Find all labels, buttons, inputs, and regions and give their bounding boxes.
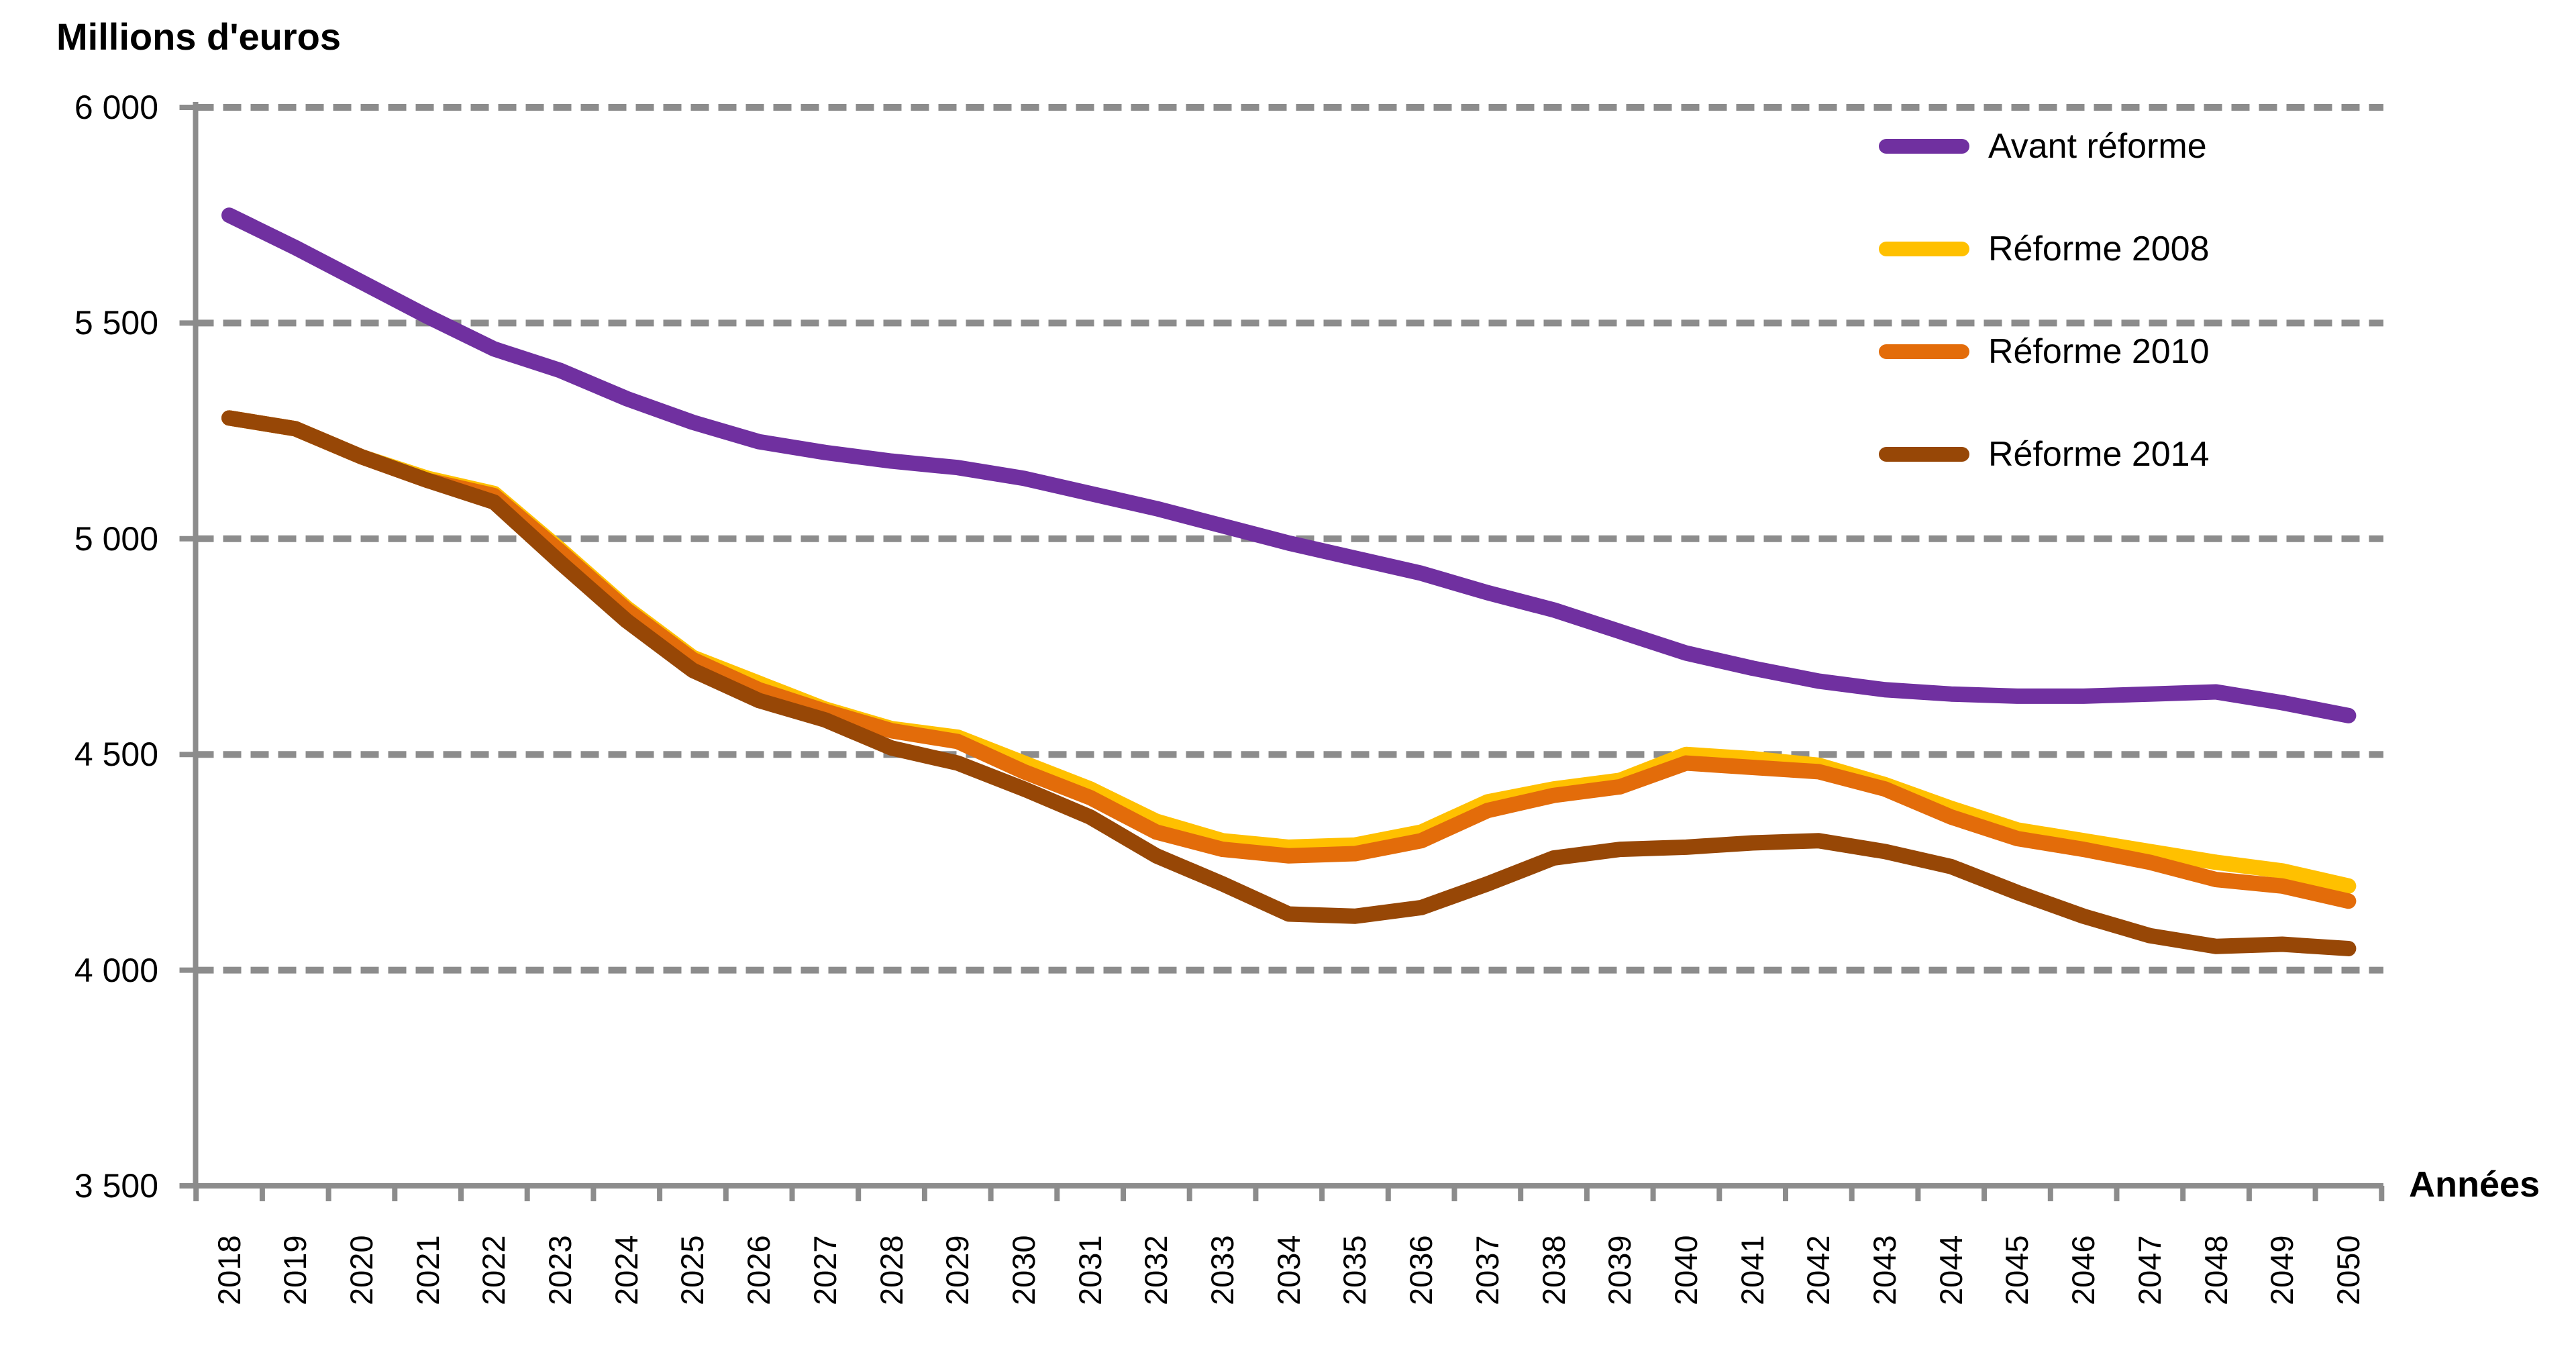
x-axis-label-2026: 2026 — [741, 1235, 777, 1305]
x-axis-label-2043: 2043 — [1867, 1235, 1902, 1305]
series-line-2-r-forme-2010 — [221, 410, 2357, 909]
y-axis-label-6000: 6 000 — [74, 89, 158, 126]
x-axis-label-2028: 2028 — [873, 1235, 909, 1305]
legend-item-reforme-2014: Réforme 2014 — [1879, 433, 2210, 476]
y-axis-title: Millions d'euros — [56, 15, 342, 58]
x-axis-label-2039: 2039 — [1602, 1235, 1638, 1305]
x-axis-label-2046: 2046 — [2065, 1235, 2102, 1305]
x-axis-label-2044: 2044 — [1933, 1235, 1969, 1305]
x-axis-label-2034: 2034 — [1270, 1235, 1306, 1305]
y-axis-label-4000: 4 000 — [74, 951, 158, 989]
x-axis-label-2032: 2032 — [1138, 1235, 1174, 1305]
x-axis-label-2030: 2030 — [1005, 1235, 1041, 1305]
x-axis-label-2042: 2042 — [1800, 1235, 1837, 1305]
x-axis-label-2021: 2021 — [409, 1235, 446, 1305]
legend-item-reforme-2010: Réforme 2010 — [1879, 330, 2210, 373]
x-axis-label-2045: 2045 — [1999, 1235, 2035, 1305]
legend-swatch-reforme-2014 — [1879, 447, 1969, 462]
x-axis-label-2049: 2049 — [2264, 1235, 2300, 1305]
x-axis-label-2020: 2020 — [343, 1235, 379, 1305]
x-axis-label-2037: 2037 — [1469, 1235, 1505, 1305]
x-axis-label-2035: 2035 — [1337, 1235, 1373, 1305]
x-axis-label-2019: 2019 — [277, 1235, 313, 1305]
legend-swatch-reforme-2010 — [1879, 344, 1969, 359]
x-axis-label-2018: 2018 — [211, 1235, 247, 1305]
series-line-1-r-forme-2008 — [221, 410, 2357, 894]
y-axis-label-5500: 5 500 — [74, 304, 158, 342]
y-axis-label-3500: 3 500 — [74, 1167, 158, 1205]
legend-item-reforme-2008: Réforme 2008 — [1879, 228, 2210, 270]
legend-label-reforme-2014: Réforme 2014 — [1988, 435, 2210, 474]
legend-swatch-reforme-2008 — [1879, 242, 1969, 256]
x-axis-label-2041: 2041 — [1734, 1235, 1770, 1305]
y-axis-label-5000: 5 000 — [74, 519, 158, 558]
legend-item-avant-reforme: Avant réforme — [1879, 125, 2207, 168]
x-axis-label-2031: 2031 — [1072, 1235, 1108, 1305]
legend-swatch-avant-reforme — [1879, 139, 1969, 154]
x-axis-title: Années — [2409, 1164, 2540, 1205]
x-axis-label-2036: 2036 — [1403, 1235, 1439, 1305]
x-axis-label-2023: 2023 — [542, 1235, 578, 1305]
x-axis-label-2024: 2024 — [608, 1235, 644, 1305]
y-axis-label-4500: 4 500 — [74, 736, 158, 774]
legend-label-avant-reforme: Avant réforme — [1988, 127, 2207, 166]
x-axis-label-2048: 2048 — [2198, 1235, 2234, 1305]
x-axis-label-2038: 2038 — [1535, 1235, 1572, 1305]
x-axis-label-2029: 2029 — [939, 1235, 976, 1305]
x-axis-label-2050: 2050 — [2330, 1235, 2366, 1305]
x-axis-label-2025: 2025 — [674, 1235, 711, 1305]
x-axis-label-2040: 2040 — [1667, 1235, 1704, 1305]
x-axis-label-2027: 2027 — [807, 1235, 843, 1305]
x-axis-label-2022: 2022 — [476, 1235, 512, 1305]
legend-label-reforme-2008: Réforme 2008 — [1988, 230, 2210, 268]
x-axis-label-2047: 2047 — [2131, 1235, 2167, 1305]
legend-label-reforme-2010: Réforme 2010 — [1988, 332, 2210, 371]
series-line-3-r-forme-2014 — [221, 410, 2357, 956]
x-axis-label-2033: 2033 — [1204, 1235, 1240, 1305]
series-line-0-avant-r-forme — [221, 207, 2357, 723]
